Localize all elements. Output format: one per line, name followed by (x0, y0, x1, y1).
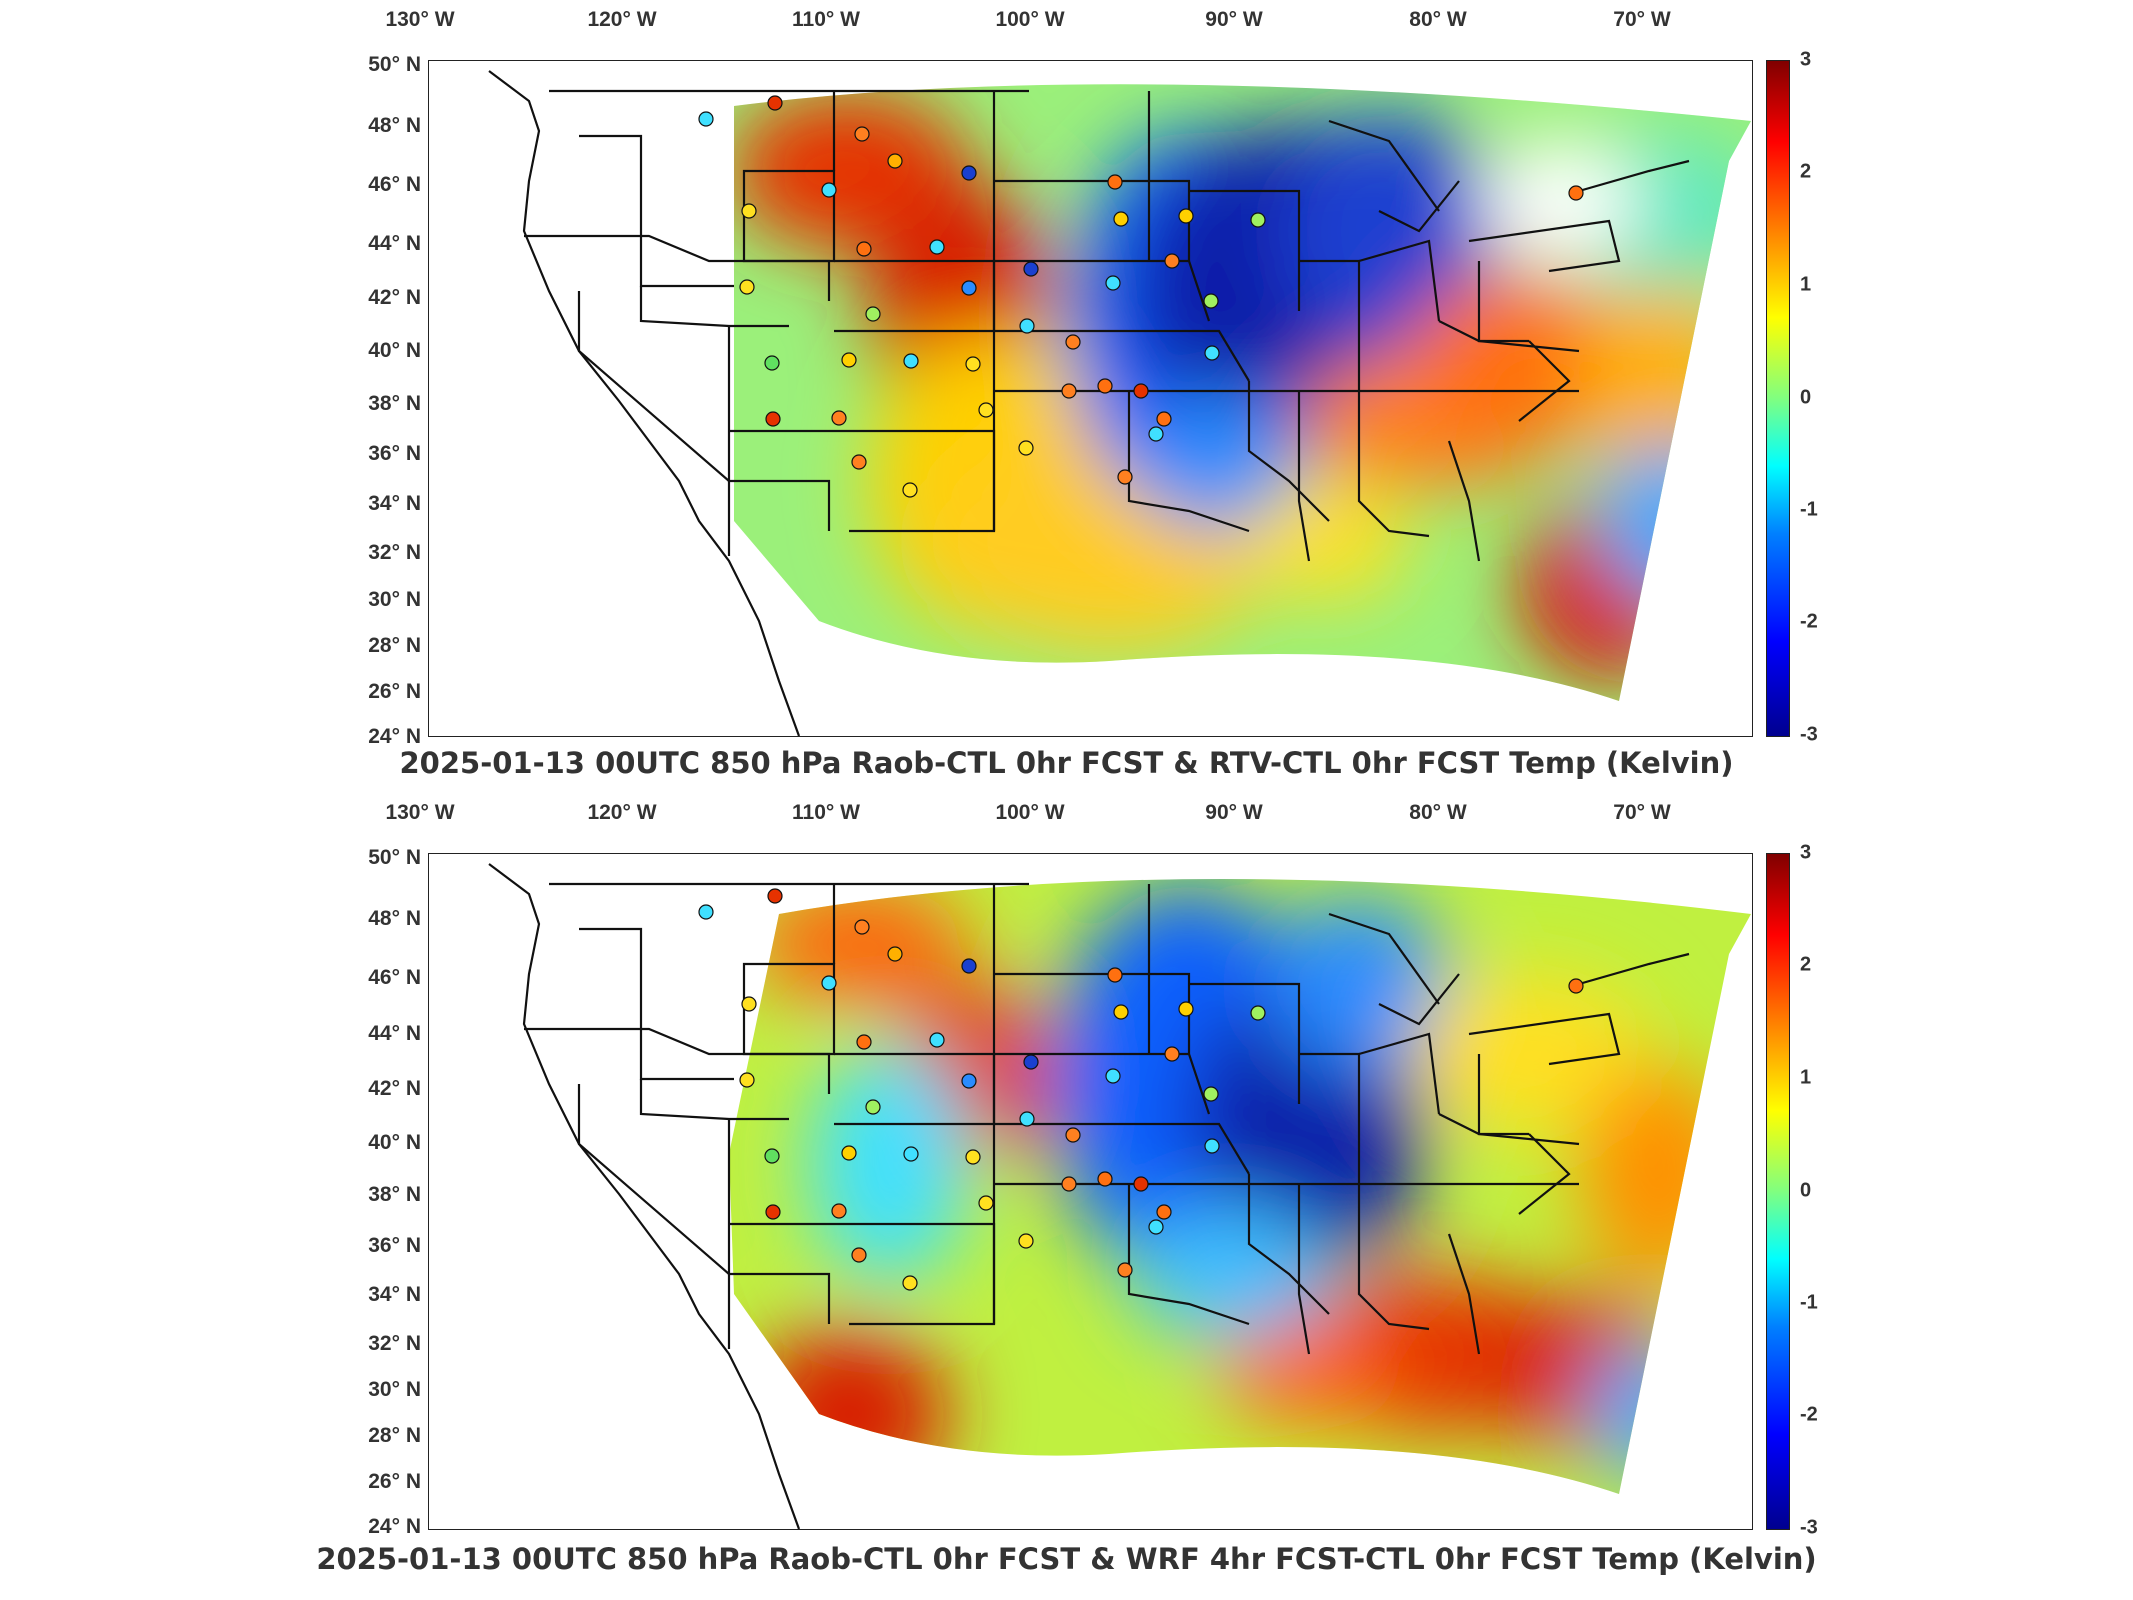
lon-label: 130° W (385, 801, 455, 824)
lat-label: 46° N (368, 173, 421, 196)
lon-label: 110° W (792, 8, 860, 31)
temperature-difference-map (428, 60, 1753, 737)
lat-label: 44° N (368, 1022, 421, 1045)
colorbar-tick: -1 (1800, 1291, 1818, 1314)
lat-label: 44° N (368, 232, 421, 255)
lat-label: 42° N (368, 286, 421, 309)
lon-label: 90° W (1205, 8, 1263, 31)
temperature-field (734, 84, 1751, 702)
lon-label: 110° W (792, 801, 860, 824)
colorbar-tick: 3 (1800, 841, 1812, 864)
lon-label: 80° W (1409, 8, 1467, 31)
colorbar-tick: 0 (1800, 1179, 1812, 1202)
lat-label: 32° N (368, 541, 421, 564)
lon-label: 120° W (587, 801, 657, 824)
colorbar-tick: 0 (1800, 386, 1812, 409)
lat-label: 24° N (368, 1515, 421, 1538)
lat-label: 32° N (368, 1332, 421, 1355)
lat-label: 40° N (368, 1131, 421, 1154)
lat-label: 30° N (368, 588, 421, 611)
map-canvas (488, 863, 1751, 1529)
colorbar-tick: 1 (1800, 1066, 1812, 1089)
lon-label: 70° W (1613, 8, 1671, 31)
colorbar-tick: -1 (1800, 498, 1818, 521)
lat-label: 28° N (368, 634, 421, 657)
state-borders (488, 70, 1690, 736)
lat-label: 26° N (368, 680, 421, 703)
lat-label: 34° N (368, 1283, 421, 1306)
lat-label: 28° N (368, 1424, 421, 1447)
colorbar-tick: -2 (1800, 1403, 1818, 1426)
raob-stations (698, 95, 1584, 498)
lat-label: 24° N (368, 725, 421, 748)
lon-label: 100° W (995, 8, 1065, 31)
lat-label: 38° N (368, 392, 421, 415)
panel-title: 2025-01-13 00UTC 850 hPa Raob-CTL 0hr FC… (316, 1542, 1817, 1576)
state-borders (488, 863, 1690, 1529)
colorbar-tick: 2 (1800, 160, 1812, 183)
colorbar (1766, 60, 1790, 737)
colorbar-tick: -3 (1800, 1516, 1818, 1539)
colorbar (1766, 853, 1790, 1530)
temperature-field (729, 879, 1751, 1494)
lat-label: 46° N (368, 966, 421, 989)
lat-label: 42° N (368, 1077, 421, 1100)
lon-label: 120° W (587, 8, 657, 31)
panel-title: 2025-01-13 00UTC 850 hPa Raob-CTL 0hr FC… (399, 746, 1734, 780)
colorbar-tick: 2 (1800, 953, 1812, 976)
lat-label: 48° N (368, 907, 421, 930)
lon-label: 130° W (385, 8, 455, 31)
lon-label: 80° W (1409, 801, 1467, 824)
lon-label: 90° W (1205, 801, 1263, 824)
map-canvas (488, 70, 1751, 736)
lat-label: 30° N (368, 1378, 421, 1401)
lat-label: 36° N (368, 442, 421, 465)
lat-label: 26° N (368, 1470, 421, 1493)
lon-label: 70° W (1613, 801, 1671, 824)
colorbar-tick: -3 (1800, 723, 1818, 746)
colorbar-tick: -2 (1800, 610, 1818, 633)
lat-label: 34° N (368, 492, 421, 515)
colorbar-tick: 1 (1800, 273, 1812, 296)
lat-label: 50° N (368, 53, 421, 76)
lat-label: 38° N (368, 1183, 421, 1206)
colorbar-tick: 3 (1800, 48, 1812, 71)
lat-label: 36° N (368, 1234, 421, 1257)
raob-stations (698, 888, 1584, 1291)
bottom-panel: 130° W 120° W 110° W 100° W 90° W 80° W … (0, 790, 2133, 1600)
temperature-difference-map (428, 853, 1753, 1530)
lon-label: 100° W (995, 801, 1065, 824)
top-panel: 130° W 120° W 110° W 100° W 90° W 80° W … (0, 0, 2133, 790)
lat-label: 40° N (368, 339, 421, 362)
lat-label: 48° N (368, 114, 421, 137)
lat-label: 50° N (368, 846, 421, 869)
